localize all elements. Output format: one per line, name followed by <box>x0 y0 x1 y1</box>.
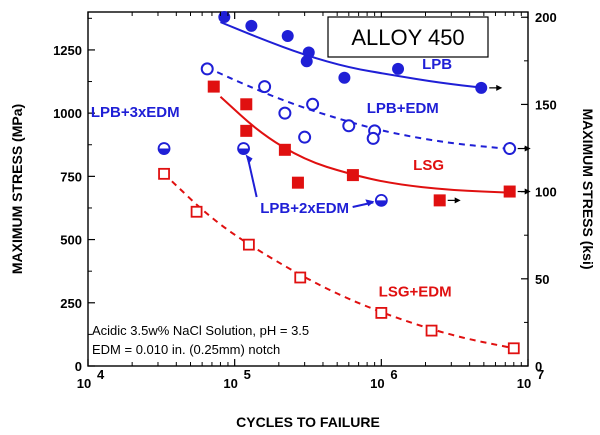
point-lsg-edm <box>425 324 438 337</box>
annotation-lpb-3xedm: LPB+3xEDM <box>91 104 180 121</box>
point-lpb-edm <box>298 130 312 144</box>
point-lsg <box>433 194 446 207</box>
x-tick-label: 10 <box>370 376 384 391</box>
x-axis: 10 4 10 5 10 6 10 7 <box>77 12 544 391</box>
point-lpb <box>245 19 258 32</box>
point-lsg-edm <box>294 271 307 284</box>
y2-tick-label: 0 <box>535 359 542 374</box>
point-lsg <box>278 143 291 156</box>
y-tick-label: 1000 <box>53 106 82 121</box>
x-tick-exponent: 7 <box>537 367 544 382</box>
point-half-fill <box>375 200 387 206</box>
point-half-fill <box>238 148 250 155</box>
point-lpb-edm <box>503 142 517 156</box>
data-points <box>157 11 520 355</box>
y2-tick-label: 100 <box>535 185 557 200</box>
note-solution: Acidic 3.5w% NaCl Solution, pH = 3.5 <box>92 323 309 338</box>
fit-curve-lpb-edm <box>206 66 506 150</box>
fit-curve-lsg-edm <box>163 173 514 350</box>
point-lpb-2xedm <box>237 142 250 155</box>
callout-head <box>245 154 253 165</box>
point-lsg-edm <box>242 238 255 251</box>
y2-tick-label: 50 <box>535 272 549 287</box>
point-lsg <box>207 80 220 93</box>
point-lsg-edm <box>158 167 170 180</box>
x-tick-label: 10 <box>77 376 91 391</box>
y-tick-label: 750 <box>60 169 82 184</box>
point-lpb <box>392 62 405 75</box>
point-lpb-3xedm <box>157 142 171 155</box>
y-tick-label: 500 <box>60 233 82 248</box>
y-tick-label: 0 <box>75 359 82 374</box>
runout-arrow-head <box>496 84 503 91</box>
point-lpb-edm <box>200 62 214 76</box>
y2-tick-label: 150 <box>535 97 557 112</box>
y-tick-label: 1250 <box>53 43 82 58</box>
x-tick-label: 10 <box>517 376 531 391</box>
y2-tick-label: 200 <box>535 10 557 25</box>
annotation-lsg: LSG <box>413 157 444 174</box>
point-lpb <box>218 11 231 24</box>
annotation-lpb: LPB <box>422 56 452 73</box>
x-tick-exponent: 6 <box>390 367 397 382</box>
callout-head <box>365 199 375 207</box>
y2-axis-label: MAXIMUM STRESS (ksi) <box>580 108 596 269</box>
fit-curve-lpb <box>220 21 484 89</box>
point-lsg <box>240 98 253 111</box>
point-lsg-edm <box>507 342 520 355</box>
chart-title: ALLOY 450 <box>351 25 464 50</box>
point-lsg-edm <box>375 306 388 319</box>
runout-arrow-head <box>524 145 531 152</box>
callout-arrows <box>245 84 531 208</box>
note-edm: EDM = 0.010 in. (0.25mm) notch <box>92 342 280 357</box>
point-lpb <box>475 81 488 94</box>
x-tick-exponent: 5 <box>244 367 251 382</box>
point-lpb-edm <box>366 131 380 145</box>
point-lpb <box>338 71 351 84</box>
point-half-fill <box>158 148 170 155</box>
x-axis-label: CYCLES TO FAILURE <box>236 414 380 430</box>
annotation-lsg-edm: LSG+EDM <box>379 283 452 300</box>
series-annotations: LPB LPB+EDM LPB+3xEDM LSG LPB+2xEDM LSG+EDM <box>91 56 452 301</box>
title-box <box>327 16 489 58</box>
point-lsg <box>503 185 516 198</box>
y-tick-label: 250 <box>60 296 82 311</box>
annotation-lpb-edm: LPB+EDM <box>367 100 439 117</box>
point-lsg <box>346 169 359 182</box>
x-tick-exponent: 4 <box>97 367 105 382</box>
point-lsg <box>240 124 253 137</box>
y-axis-left: 0 250 500 750 1000 1250 <box>53 17 95 374</box>
y-axis-label: MAXIMUM STRESS (MPa) <box>9 104 25 274</box>
point-lsg <box>291 176 304 189</box>
annotation-lpb-2xedm: LPB+2xEDM <box>260 200 349 217</box>
x-tick-label: 10 <box>223 376 237 391</box>
point-lsg-edm <box>190 205 203 218</box>
point-lpb-edm <box>258 80 272 94</box>
point-lpb-edm <box>278 106 292 120</box>
point-lpb-edm <box>306 97 320 111</box>
point-lpb-edm <box>342 119 356 133</box>
point-lpb <box>300 55 313 68</box>
point-lpb-2xedm <box>374 193 388 207</box>
y-axis-right: 0 50 100 150 200 <box>521 10 557 374</box>
runout-arrow-head <box>454 197 461 204</box>
point-lpb <box>281 30 294 43</box>
